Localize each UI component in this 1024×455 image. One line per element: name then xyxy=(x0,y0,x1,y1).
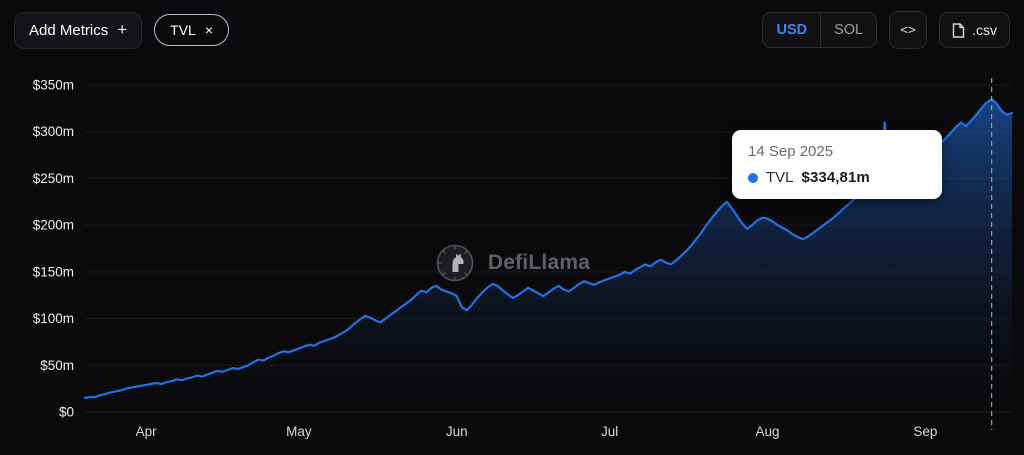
add-metrics-button[interactable]: Add Metrics + xyxy=(14,11,143,49)
tooltip-series-row: TVL $334,81m xyxy=(748,169,926,186)
currency-option-sol[interactable]: SOL xyxy=(820,13,876,47)
close-icon[interactable]: × xyxy=(204,22,214,38)
toolbar-left: Add Metrics + TVL × xyxy=(14,11,230,49)
x-axis-label: Jul xyxy=(601,424,618,439)
chart-tooltip: 14 Sep 2025 TVL $334,81m xyxy=(732,130,942,199)
y-axis-label: $50m xyxy=(40,358,74,373)
y-axis-label: $150m xyxy=(33,264,74,279)
x-axis-label: Sep xyxy=(913,424,937,439)
x-axis-label: Apr xyxy=(136,424,158,439)
x-axis-label: Aug xyxy=(756,424,780,439)
tooltip-series-label: TVL xyxy=(766,169,794,186)
tooltip-date: 14 Sep 2025 xyxy=(748,143,834,160)
y-axis-label: $0 xyxy=(59,405,74,420)
csv-file-icon xyxy=(952,22,965,38)
y-axis-label: $100m xyxy=(33,311,74,326)
y-axis-label: $250m xyxy=(33,171,74,186)
x-axis-label: May xyxy=(286,424,312,439)
y-axis-label: $350m xyxy=(33,78,74,93)
series-dot-icon xyxy=(748,172,758,183)
tooltip-value: $334,81m xyxy=(801,169,870,186)
tvl-area xyxy=(85,99,1012,412)
currency-option-usd[interactable]: USD xyxy=(776,22,808,38)
download-csv-button[interactable]: .csv xyxy=(939,12,1010,48)
add-metrics-label: Add Metrics xyxy=(29,21,109,39)
tvl-chart[interactable]: $0 $50m $100m $150m $200m $250m $300m $350m Apr M… xyxy=(0,60,1024,455)
plus-icon: + xyxy=(117,20,128,39)
currency-toggle: USD SOL xyxy=(762,12,878,48)
embed-code-button[interactable]: <> xyxy=(889,11,928,49)
x-axis-label: Jun xyxy=(446,424,468,439)
metric-chip-label: TVL xyxy=(170,22,196,38)
y-axis-label: $300m xyxy=(33,124,74,139)
toolbar: Add Metrics + TVL × USD SOL <> xyxy=(0,0,1024,60)
y-axis-label: $200m xyxy=(33,218,74,233)
toolbar-right: USD SOL <> .csv xyxy=(762,11,1010,49)
tvl-chart-svg[interactable]: $0 $50m $100m $150m $200m $250m $300m $350m Apr M… xyxy=(0,60,1024,455)
csv-label: .csv xyxy=(972,22,997,38)
metric-chip-tvl[interactable]: TVL × xyxy=(154,14,230,46)
code-icon: <> xyxy=(900,22,916,38)
